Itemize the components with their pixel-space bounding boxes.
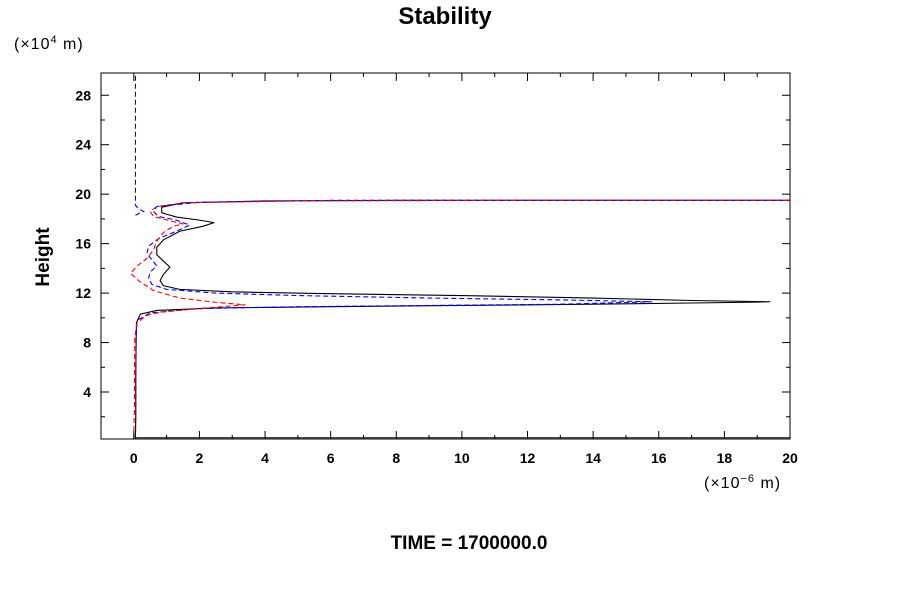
plot-frame xyxy=(100,72,791,440)
x-axis-ticks: 0 2 4 6 8 10 12 14 16 18 20 xyxy=(100,73,798,466)
x-tick-label: 0 xyxy=(130,450,138,466)
y-axis-ticks: 4 8 12 16 20 24 28 xyxy=(75,87,790,418)
y-tick-label: 4 xyxy=(83,384,91,400)
x-unit-prefix: (×10 xyxy=(704,475,740,492)
x-tick-label: 8 xyxy=(392,450,400,466)
time-label: TIME = 1700000.0 xyxy=(391,533,548,554)
series-line-1 xyxy=(134,199,790,439)
y-tick-label: 20 xyxy=(75,186,91,202)
x-unit-suffix: m) xyxy=(755,475,781,492)
y-unit-suffix: m) xyxy=(58,36,84,53)
y-axis-unit: (×104 m) xyxy=(14,34,84,53)
y-axis-label: Height xyxy=(33,227,54,287)
y-tick-label: 28 xyxy=(75,87,91,103)
x-tick-label: 20 xyxy=(782,450,798,466)
x-axis-unit: (×10−6 m) xyxy=(704,473,781,492)
chart-title: Stability xyxy=(398,3,492,30)
x-tick-label: 10 xyxy=(454,450,470,466)
series-line-2 xyxy=(134,199,790,439)
x-tick-label: 12 xyxy=(520,450,536,466)
x-tick-label: 6 xyxy=(327,450,335,466)
x-unit-exponent: −6 xyxy=(740,473,755,485)
x-tick-label: 16 xyxy=(651,450,667,466)
x-tick-label: 2 xyxy=(196,450,204,466)
y-tick-label: 24 xyxy=(75,137,91,153)
series-line-4 xyxy=(129,199,790,439)
y-unit-exponent: 4 xyxy=(50,34,57,46)
x-tick-label: 4 xyxy=(261,450,269,466)
y-tick-label: 16 xyxy=(75,236,91,252)
y-unit-prefix: (×10 xyxy=(14,36,50,53)
x-tick-label: 18 xyxy=(717,450,733,466)
y-tick-label: 12 xyxy=(75,285,91,301)
y-tick-label: 8 xyxy=(83,335,91,351)
x-tick-label: 14 xyxy=(585,450,601,466)
series-line-3 xyxy=(134,73,146,216)
series-group xyxy=(129,73,790,439)
